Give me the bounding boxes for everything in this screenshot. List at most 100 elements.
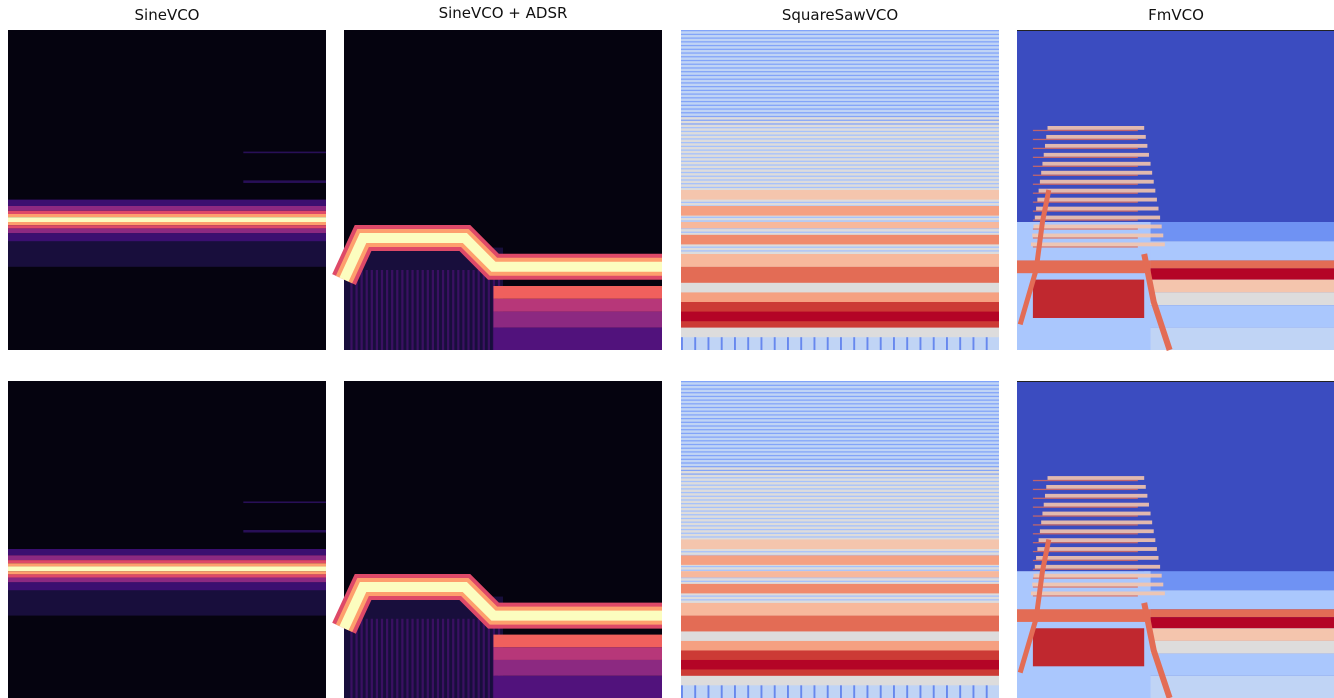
band <box>1032 542 1138 544</box>
band <box>360 618 363 698</box>
band <box>681 222 999 229</box>
band <box>355 618 358 698</box>
band <box>426 270 429 350</box>
band <box>8 563 326 567</box>
band <box>350 618 353 698</box>
band <box>493 634 662 648</box>
band <box>681 108 999 110</box>
band <box>493 647 662 660</box>
band <box>8 560 326 564</box>
band <box>840 337 842 350</box>
band <box>457 270 460 350</box>
panel-title: FmVCO <box>1148 6 1204 24</box>
band <box>681 156 999 159</box>
band <box>8 566 326 572</box>
band <box>1032 582 1164 587</box>
band <box>1032 183 1138 185</box>
band <box>681 615 999 632</box>
band <box>879 337 882 350</box>
band <box>681 577 999 579</box>
band <box>396 270 399 350</box>
band <box>681 89 999 92</box>
band <box>893 337 895 350</box>
band <box>919 337 922 350</box>
band <box>1144 292 1334 306</box>
band <box>487 270 490 350</box>
band <box>707 685 710 698</box>
band <box>452 270 455 350</box>
band <box>681 381 999 383</box>
band <box>8 222 326 226</box>
band <box>681 186 999 189</box>
band <box>457 618 460 698</box>
band <box>840 685 842 698</box>
band <box>1032 219 1138 221</box>
band <box>447 618 450 698</box>
band <box>8 228 326 234</box>
band <box>681 227 999 230</box>
band <box>681 569 999 571</box>
band <box>681 685 683 698</box>
band <box>1037 197 1157 202</box>
band <box>681 469 999 472</box>
band <box>1144 268 1334 280</box>
band <box>773 337 776 350</box>
band <box>681 528 999 531</box>
band <box>493 327 662 350</box>
panels <box>8 30 1334 698</box>
band <box>1144 222 1334 242</box>
band <box>681 480 999 483</box>
harmonic <box>339 233 662 282</box>
band <box>681 473 999 475</box>
band <box>959 337 962 350</box>
band <box>1032 533 1138 535</box>
band <box>477 618 480 698</box>
band <box>681 451 999 453</box>
band <box>681 514 999 516</box>
band <box>681 506 999 509</box>
band <box>1144 675 1334 698</box>
band <box>893 685 895 698</box>
band <box>243 180 326 183</box>
band <box>452 618 455 698</box>
band <box>1032 210 1138 212</box>
band <box>380 270 384 350</box>
band <box>946 337 948 350</box>
band <box>1034 215 1161 220</box>
band <box>1144 609 1334 618</box>
band <box>681 536 999 538</box>
panel-title: SineVCO <box>135 6 200 24</box>
band <box>681 149 999 151</box>
band <box>426 618 429 698</box>
band <box>1043 152 1149 157</box>
band <box>681 443 999 446</box>
band <box>681 565 999 568</box>
band <box>681 44 999 47</box>
band <box>365 270 368 350</box>
band <box>396 618 399 698</box>
band <box>681 115 999 118</box>
band <box>1033 224 1162 229</box>
band <box>681 602 999 616</box>
band <box>1032 279 1145 318</box>
band <box>8 199 326 206</box>
band <box>681 425 999 427</box>
band <box>681 462 999 464</box>
band <box>681 145 999 148</box>
band <box>1032 228 1138 230</box>
band <box>681 160 999 162</box>
band <box>436 618 440 698</box>
band <box>493 659 662 676</box>
band <box>1032 559 1138 562</box>
band <box>1144 327 1334 350</box>
band <box>681 78 999 80</box>
band <box>681 521 999 523</box>
band <box>681 134 999 136</box>
band <box>826 685 829 698</box>
band <box>681 388 999 390</box>
band <box>493 311 662 328</box>
band <box>401 270 404 350</box>
band <box>681 551 999 553</box>
band <box>1032 129 1138 132</box>
